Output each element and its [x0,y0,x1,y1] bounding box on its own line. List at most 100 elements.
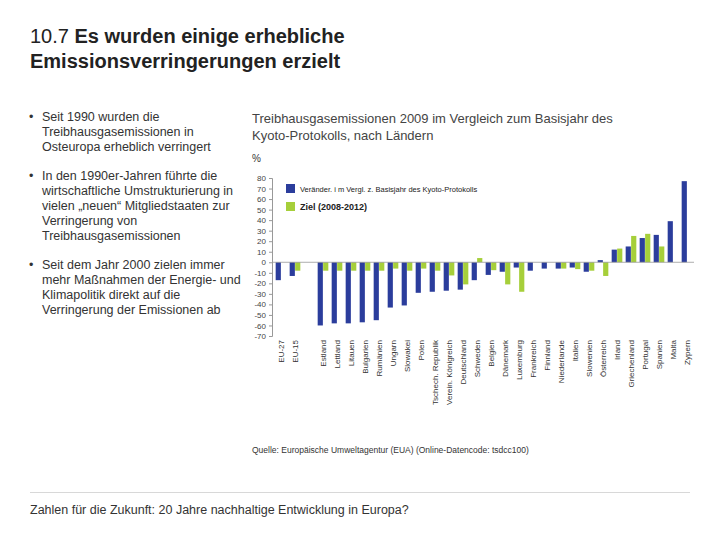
x-tick-label: Frankreich [529,340,538,378]
x-tick-label: Schweden [473,340,482,377]
y-tick-label: -20 [254,279,266,288]
y-tick-mark [269,210,272,211]
y-tick-label: -60 [254,322,266,331]
y-tick: -10 [254,269,272,278]
y-tick-mark [269,178,272,179]
legend-label: Veränder. i m Vergl. z. Basisjahr des Ky… [300,185,477,194]
y-tick-label: 30 [257,227,266,236]
x-tick: Rumänien [375,340,384,376]
legend: Veränder. i m Vergl. z. Basisjahr des Ky… [286,184,477,212]
bar [500,262,505,271]
footer: Zahlen für die Zukunft: 20 Jahre nachhal… [30,503,409,517]
bar [514,262,519,267]
y-tick: 20 [257,237,272,246]
y-tick-mark [269,283,272,284]
bullet: Seit dem Jahr 2000 zielen immer mehr Maß… [42,258,247,318]
y-tick: -40 [254,300,272,309]
y-tick-mark [269,241,272,242]
bar [505,262,510,284]
y-axis: -70-60-50-40-30-20-1001020304050607080 [254,174,272,341]
x-tick-label: Zypern [683,340,692,365]
y-tick: 50 [257,206,272,215]
bar [570,262,575,267]
bar [561,262,566,268]
x-tick: Österreich [599,340,608,377]
legend-swatch [286,184,295,193]
x-tick-label: Niederlande [557,339,566,383]
x-tick-label: Deutschland [459,340,468,384]
x-tick: Bulgarien [361,340,370,374]
bar [589,262,594,270]
bar [472,262,477,280]
bar [332,262,337,323]
bullet: Seit 1990 wurden die Treibhausgasemissio… [42,110,247,155]
x-tick-label: Griechenland [627,340,636,388]
x-tick: EU-27 [277,339,286,362]
y-tick: -20 [254,279,272,288]
x-tick: Estland [319,340,328,367]
bar [617,249,622,263]
bar [519,262,524,291]
y-tick-mark [269,273,272,274]
x-tick-label: EU-15 [291,339,300,362]
y-tick-mark [269,199,272,200]
x-tick: Verein. Königreich [445,340,454,405]
y-tick: 70 [257,185,272,194]
bar [337,262,342,270]
y-tick-mark [269,262,272,263]
x-tick-label: EU-27 [277,339,286,362]
y-tick: -50 [254,311,272,320]
y-tick: -60 [254,322,272,331]
legend-item: Ziel (2008-2012) [286,202,367,212]
x-tick: Italien [571,340,580,361]
slide-heading: Es wurden einige erhebliche Emissionsver… [30,25,345,72]
x-tick-label: Luxemburg [515,340,524,380]
bar [477,258,482,262]
bar [491,262,496,270]
bar [612,250,617,263]
y-tick-label: -50 [254,311,266,320]
bullet-list: Seit 1990 wurden die Treibhausgasemissio… [28,110,247,332]
bar [388,262,393,307]
bar [449,262,454,275]
y-tick: 0 [262,258,272,267]
y-tick-label: 60 [257,195,266,204]
bar [346,262,351,323]
y-tick-label: -70 [254,332,266,341]
x-tick: Griechenland [627,340,636,388]
bar [351,262,356,270]
y-tick: -70 [254,332,272,341]
bar [276,262,281,280]
y-tick-label: 80 [257,174,266,183]
bar [631,236,636,262]
bar [645,234,650,262]
bar [603,262,608,276]
x-tick-label: Litauen [347,340,356,366]
bar [365,262,370,270]
x-tick: Malta [669,339,678,359]
y-tick-mark [269,325,272,326]
y-tick-label: 0 [262,258,267,267]
x-tick-label: Italien [571,340,580,361]
bar [463,262,468,284]
x-tick: Zypern [683,340,692,365]
bar [416,262,421,293]
x-tick-label: Dänemark [501,339,510,377]
y-tick-label: -40 [254,300,266,309]
bar [323,262,328,270]
x-tick: Polen [417,340,426,360]
bar [640,238,645,262]
legend-item: Veränder. i m Vergl. z. Basisjahr des Ky… [286,184,477,194]
x-tick-label: Österreich [599,340,608,377]
y-tick-mark [269,315,272,316]
x-tick-label: Lettland [333,340,342,368]
y-tick-label: 20 [257,237,266,246]
y-tick-mark [269,294,272,295]
x-tick: Irland [613,340,622,360]
slide-number: 10.7 [30,25,69,47]
x-tick-label: Ungarn [389,340,398,366]
y-tick-mark [269,189,272,190]
bar [435,262,440,270]
bar [407,262,412,270]
y-tick: 40 [257,216,272,225]
